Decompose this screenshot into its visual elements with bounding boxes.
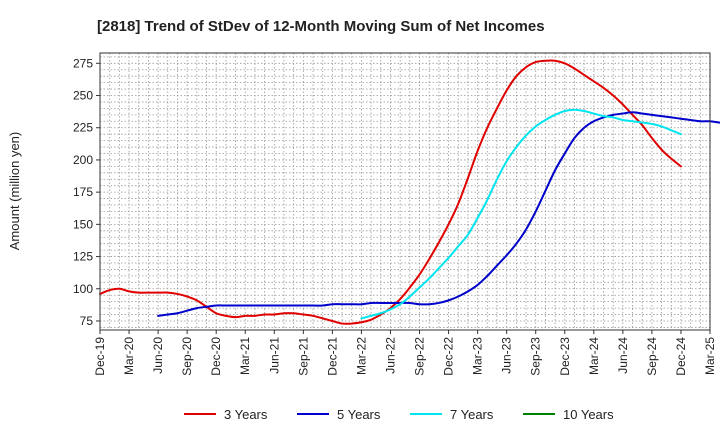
x-tick-label: Mar-23 (471, 337, 485, 375)
x-tick-label: Dec-21 (325, 337, 339, 376)
x-tick-label: Mar-24 (587, 337, 601, 375)
x-tick-label: Jun-22 (383, 337, 397, 374)
x-tick-label: Mar-21 (238, 337, 252, 375)
x-tick-label: Jun-20 (151, 337, 165, 374)
y-tick-label: 275 (73, 56, 93, 70)
plot-area (100, 53, 710, 330)
x-tick-label: Sep-21 (296, 337, 310, 376)
x-tick-label: Sep-23 (529, 337, 543, 376)
x-tick-label: Dec-19 (93, 337, 107, 376)
x-tick-label: Dec-24 (674, 337, 688, 376)
x-tick-label: Mar-22 (354, 337, 368, 375)
plot-frame (99, 52, 711, 331)
x-tick-label: Sep-22 (413, 337, 427, 376)
x-tick-label: Dec-23 (558, 337, 572, 376)
y-tick-label: 200 (73, 153, 93, 167)
y-tick-label: 75 (80, 314, 94, 328)
series-line-7-years (360, 108, 682, 320)
legend-label-7-years: 7 Years (450, 407, 494, 422)
x-tick-label: Jun-23 (500, 337, 514, 374)
x-tick-label: Sep-24 (645, 337, 659, 376)
x-tick-label: Mar-25 (703, 337, 717, 375)
axes: 75 100 125 150 175 200 225 250 275 Dec-19 Mar-20 Ju… (73, 52, 717, 376)
y-tick-label: 250 (73, 89, 93, 103)
y-tick-label: 125 (73, 250, 93, 264)
x-tick-label: Mar-20 (122, 337, 136, 375)
y-tick-label: 175 (73, 185, 93, 199)
y-axis-label: Amount (million yen) (7, 132, 22, 251)
legend-label-3-years: 3 Years (224, 407, 268, 422)
x-tick-label: Sep-20 (180, 337, 194, 376)
series-line-5-years (157, 111, 720, 317)
legend: 3 Years 5 Years 7 Years 10 Years (184, 407, 614, 422)
x-tick-label: Dec-22 (442, 337, 456, 376)
x-tick-label: Jun-21 (267, 337, 281, 374)
x-tick-label: Jun-24 (616, 337, 630, 374)
y-tick-label: 150 (73, 217, 93, 231)
chart-title: [2818] Trend of StDev of 12-Month Moving… (97, 18, 545, 35)
y-tick-label: 225 (73, 121, 93, 135)
series-line-3-years (99, 59, 682, 325)
legend-label-5-years: 5 Years (337, 407, 381, 422)
series-lines (99, 59, 720, 325)
y-tick-label: 100 (73, 282, 93, 296)
x-tick-label: Dec-20 (209, 337, 223, 376)
legend-label-10-years: 10 Years (563, 407, 614, 422)
grid (99, 53, 711, 330)
